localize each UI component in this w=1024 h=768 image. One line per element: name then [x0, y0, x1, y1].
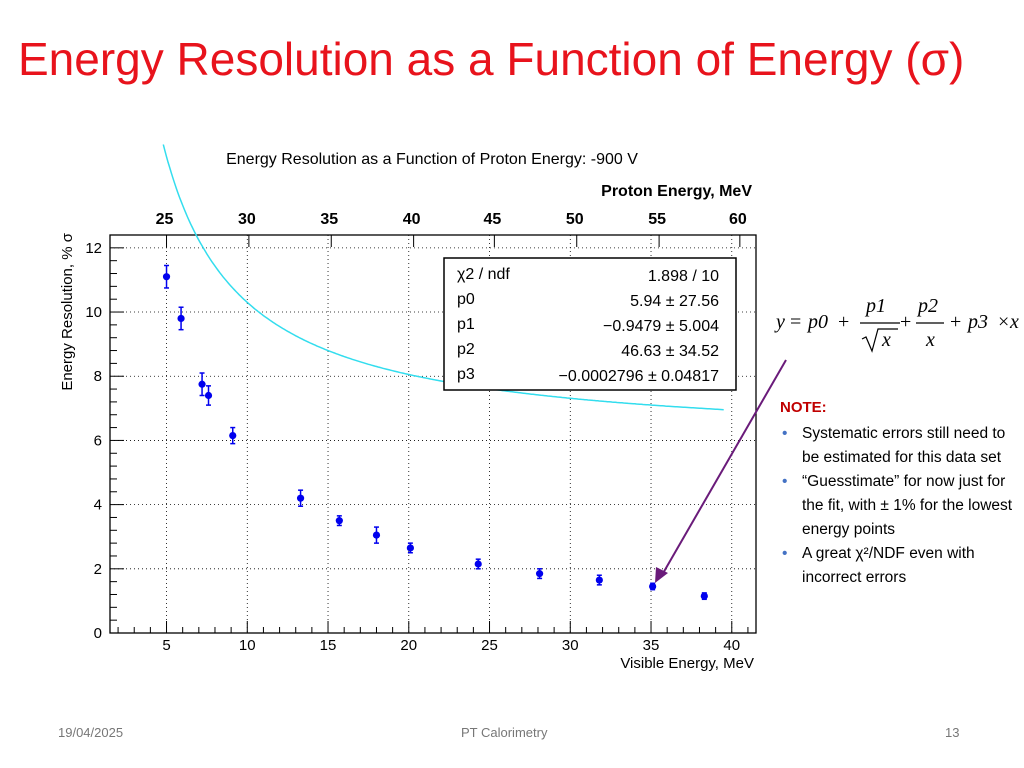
top-tick-label: 55	[648, 211, 666, 228]
top-tick-label: 60	[729, 211, 747, 228]
formula-plus-3: +	[950, 311, 962, 333]
formula-p0: p0	[808, 311, 828, 333]
data-point	[335, 517, 343, 525]
footer-page-number: 13	[945, 725, 960, 740]
x-tick-label: 15	[320, 637, 337, 654]
data-point	[204, 391, 213, 400]
chart-title: Energy Resolution as a Function of Proto…	[226, 151, 638, 168]
data-point	[535, 570, 544, 578]
top-axis-label: Proton Energy, MeV	[601, 183, 752, 200]
formula-p3: p3	[968, 311, 988, 333]
x-tick-label: 5	[162, 637, 170, 654]
y-tick-label: 2	[94, 561, 102, 578]
formula-lhs: y	[776, 311, 785, 333]
stats-value-p2: 46.63 ± 34.52	[621, 343, 719, 360]
formula-times: ×	[998, 311, 1010, 333]
data-point	[406, 544, 414, 552]
slide-title: Energy Resolution as a Function of Energ…	[18, 33, 965, 85]
formula-p2: p2	[918, 295, 938, 317]
fit-formula: y = p0 + p1 x + p2 x + p3 × x	[774, 295, 1024, 355]
formula-x-denominator: x	[926, 329, 935, 351]
x-tick-label: 40	[723, 637, 740, 654]
y-tick-label: 12	[85, 240, 102, 257]
callout-arrow-line	[661, 359, 787, 576]
top-tick-label: 40	[403, 211, 421, 228]
data-point	[372, 531, 381, 539]
formula-x-last: x	[1010, 311, 1019, 333]
top-tick-label: 25	[156, 211, 174, 228]
formula-fraction	[916, 322, 944, 324]
y-tick-label: 6	[94, 432, 102, 449]
formula-sqrt-fraction	[860, 322, 900, 353]
formula-plus-1: +	[838, 311, 850, 333]
data-point	[649, 582, 657, 591]
x-tick-label: 10	[239, 637, 256, 654]
y-tick-label: 0	[94, 625, 102, 642]
note-item: A great χ²/NDF even with incorrect error…	[780, 542, 1020, 590]
formula-plus-2: +	[900, 311, 912, 333]
callout-arrow	[655, 359, 787, 583]
footer-date: 19/04/2025	[58, 725, 124, 740]
plot-frame	[109, 234, 757, 634]
stats-label-p1: p1	[457, 316, 475, 333]
note-item: Systematic errors still need to be estim…	[780, 422, 1020, 470]
data-point	[177, 314, 185, 323]
data-point	[229, 432, 237, 440]
stats-label-p0: p0	[457, 291, 475, 308]
top-tick-label: 45	[483, 211, 501, 228]
data-point	[296, 494, 305, 502]
x-axis-label: Visible Energy, MeV	[620, 655, 754, 672]
fit-stats-box: χ2 / ndf 1.898 / 10 p0 5.94 ± 27.56 p1 −…	[443, 257, 737, 391]
stats-value-p0: 5.94 ± 27.56	[630, 293, 719, 310]
y-tick-label: 10	[85, 304, 102, 321]
footer-center: PT Calorimetry	[461, 725, 548, 740]
y-tick-label: 8	[94, 368, 102, 385]
stats-box-frame	[443, 257, 737, 391]
note-title: NOTE:	[780, 399, 827, 416]
data-point	[162, 273, 171, 281]
data-point	[198, 380, 206, 388]
x-tick-label: 30	[562, 637, 579, 654]
stats-value-chi2: 1.898 / 10	[648, 268, 719, 285]
points-layer	[162, 264, 708, 601]
note-list: Systematic errors still need to be estim…	[780, 422, 1020, 590]
top-tick-label: 30	[238, 211, 256, 228]
formula-sqrt-x: x	[882, 329, 891, 351]
top-tick-label: 50	[566, 211, 584, 228]
x-tick-label: 35	[643, 637, 660, 654]
formula-eq: =	[790, 311, 802, 333]
note-box: NOTE: Systematic errors still need to be…	[780, 396, 1020, 590]
x-tick-label: 25	[481, 637, 498, 654]
y-axis-label: Energy Resolution, % σ	[59, 232, 76, 390]
formula-p1: p1	[866, 295, 886, 317]
note-item: “Guesstimate” for now just for the fit, …	[780, 470, 1020, 542]
stats-label-p2: p2	[457, 341, 475, 358]
y-tick-label: 4	[94, 497, 102, 514]
data-point	[595, 576, 603, 584]
stats-label-p3: p3	[457, 366, 475, 383]
x-tick-label: 20	[400, 637, 417, 654]
data-point	[700, 592, 708, 600]
callout-arrow-head	[655, 567, 668, 583]
radical-sign	[861, 328, 898, 353]
stats-value-p1: −0.9479 ± 5.004	[603, 318, 719, 335]
data-point	[474, 560, 482, 568]
top-tick-label: 35	[320, 211, 338, 228]
stats-value-p3: −0.0002796 ± 0.04817	[559, 368, 720, 385]
stats-label-chi2: χ2 / ndf	[457, 266, 510, 283]
axes-layer: 5 10 15 20 25 30 35 40 0 2 4 6 8 10 12 25 30 35 40 45 50 55 60	[85, 211, 757, 654]
